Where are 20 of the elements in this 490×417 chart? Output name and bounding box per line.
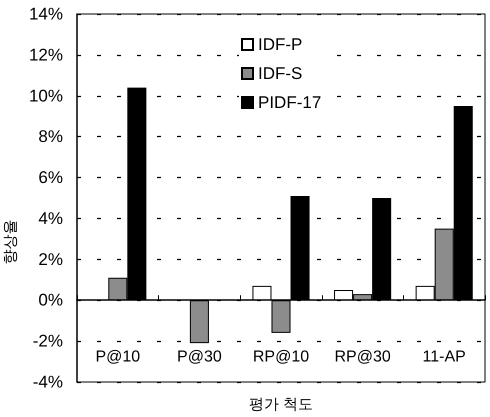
legend-label: PIDF-17 — [258, 93, 322, 112]
y-axis-title: 향상율 — [2, 220, 20, 264]
x-tick-label: RP@10 — [252, 348, 310, 366]
y-tick-label: -2% — [32, 332, 63, 351]
x-tick-label: P@30 — [177, 348, 222, 366]
y-tick-label: 2% — [38, 250, 63, 269]
legend-label: IDF-S — [258, 64, 302, 83]
x-tick-label: 11-AP — [422, 348, 466, 366]
y-tick-label: 12% — [28, 45, 63, 64]
y-tick-label: 8% — [38, 127, 63, 146]
y-tick-label: 6% — [38, 168, 63, 188]
x-tick-label: RP@30 — [334, 348, 391, 366]
x-axis-title: 평가 척도 — [248, 396, 314, 413]
y-tick-label: 10% — [28, 86, 63, 106]
legend-label: IDF-P — [258, 35, 302, 54]
y-tick-label: 4% — [38, 208, 63, 228]
y-tick-label: 0% — [38, 290, 63, 310]
y-tick-label: 14% — [28, 4, 63, 24]
y-tick-label: -4% — [32, 372, 63, 392]
x-tick-label: P@10 — [95, 348, 140, 366]
